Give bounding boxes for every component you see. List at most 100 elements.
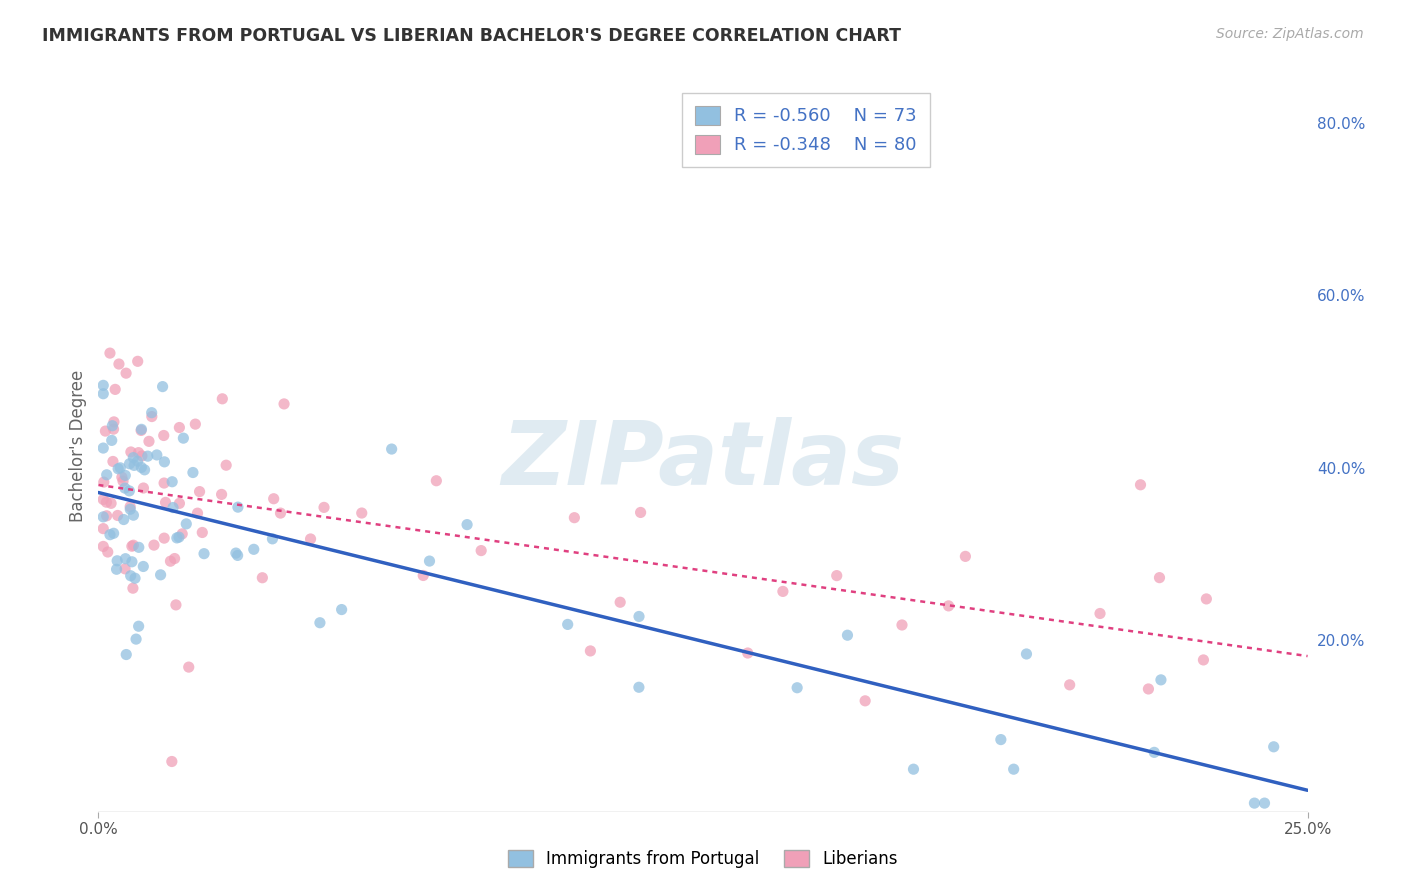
Point: [162, 500, 184, 515]
Point: [114, 468, 136, 483]
Point: [114, 562, 136, 576]
Point: [412, 568, 434, 582]
Point: [1192, 653, 1215, 667]
Point: [121, 555, 143, 569]
Point: [120, 500, 142, 514]
Point: [128, 619, 150, 633]
Point: [100, 434, 122, 448]
Point: [100, 496, 122, 510]
Point: [115, 366, 138, 380]
Point: [1253, 796, 1275, 810]
Point: [141, 406, 163, 420]
Point: [166, 531, 188, 545]
Point: [101, 418, 124, 433]
Point: [132, 481, 155, 495]
Point: [122, 458, 145, 473]
Point: [111, 470, 134, 484]
Point: [309, 615, 332, 630]
Point: [105, 562, 128, 576]
Point: [330, 602, 353, 616]
Point: [131, 449, 153, 463]
Point: [114, 481, 136, 495]
Point: [955, 549, 977, 564]
Legend: Immigrants from Portugal, Liberians: Immigrants from Portugal, Liberians: [501, 843, 905, 875]
Point: [128, 541, 150, 555]
Y-axis label: Bachelor's Degree: Bachelor's Degree: [69, 370, 87, 522]
Point: [191, 525, 214, 540]
Point: [93, 475, 115, 489]
Point: [1129, 477, 1152, 491]
Point: [91, 540, 114, 554]
Point: [174, 516, 197, 531]
Point: [299, 532, 322, 546]
Point: [127, 354, 149, 368]
Point: [772, 584, 794, 599]
Point: [91, 378, 114, 392]
Point: [118, 483, 141, 498]
Text: Source: ZipAtlas.com: Source: ZipAtlas.com: [1216, 27, 1364, 41]
Point: [627, 680, 650, 694]
Point: [112, 512, 135, 526]
Point: [121, 539, 143, 553]
Point: [1088, 607, 1111, 621]
Point: [226, 500, 249, 515]
Point: [1137, 681, 1160, 696]
Point: [786, 681, 808, 695]
Point: [425, 474, 447, 488]
Point: [131, 460, 153, 475]
Point: [160, 475, 183, 489]
Point: [990, 732, 1012, 747]
Point: [1150, 673, 1173, 687]
Point: [172, 526, 194, 541]
Point: [136, 449, 159, 463]
Point: [153, 531, 176, 545]
Point: [181, 466, 204, 480]
Point: [107, 462, 129, 476]
Point: [91, 441, 114, 455]
Point: [837, 628, 859, 642]
Point: [97, 545, 120, 559]
Point: [211, 487, 233, 501]
Point: [1143, 745, 1166, 759]
Point: [270, 506, 292, 520]
Point: [103, 415, 125, 429]
Point: [242, 542, 264, 557]
Point: [853, 694, 876, 708]
Point: [128, 445, 150, 459]
Point: [193, 547, 215, 561]
Point: [132, 559, 155, 574]
Point: [91, 509, 114, 524]
Point: [104, 383, 127, 397]
Point: [96, 495, 118, 509]
Point: [134, 463, 156, 477]
Point: [118, 457, 141, 471]
Point: [98, 346, 121, 360]
Point: [96, 508, 118, 523]
Point: [312, 500, 335, 515]
Point: [114, 551, 136, 566]
Point: [252, 571, 274, 585]
Point: [172, 431, 194, 445]
Point: [165, 598, 187, 612]
Point: [470, 543, 492, 558]
Point: [124, 571, 146, 585]
Point: [1243, 796, 1265, 810]
Point: [105, 554, 128, 568]
Point: [143, 538, 166, 552]
Point: [103, 526, 125, 541]
Point: [1059, 678, 1081, 692]
Point: [627, 609, 650, 624]
Point: [188, 484, 211, 499]
Point: [108, 357, 131, 371]
Legend: R = -0.560    N = 73, R = -0.348    N = 80: R = -0.560 N = 73, R = -0.348 N = 80: [682, 93, 929, 167]
Point: [262, 532, 284, 546]
Point: [122, 538, 145, 552]
Point: [155, 495, 177, 509]
Point: [226, 549, 249, 563]
Point: [1002, 762, 1025, 776]
Point: [125, 632, 148, 646]
Point: [115, 648, 138, 662]
Point: [215, 458, 238, 473]
Point: [211, 392, 233, 406]
Point: [1015, 647, 1038, 661]
